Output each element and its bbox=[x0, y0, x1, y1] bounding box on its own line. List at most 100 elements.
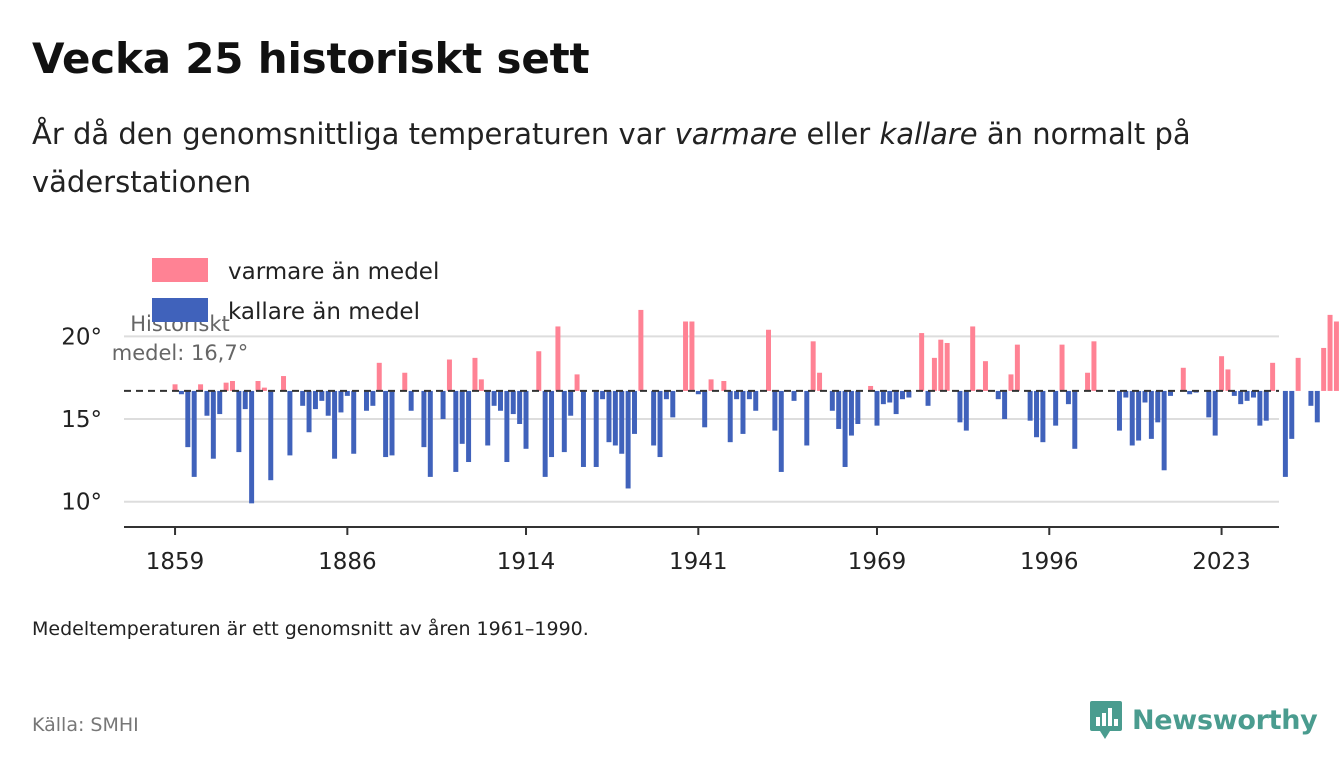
bar-1902 bbox=[446, 359, 452, 391]
bar-1968 bbox=[868, 385, 874, 391]
bar-1972 bbox=[893, 390, 899, 415]
bar-1948 bbox=[740, 390, 746, 434]
x-tick-label: 1914 bbox=[497, 549, 556, 575]
bar-1923 bbox=[580, 390, 586, 467]
bar-1986 bbox=[982, 361, 988, 391]
bar-1994 bbox=[1034, 390, 1040, 438]
y-tick-label: 20° bbox=[61, 324, 102, 350]
x-tick-label: 1886 bbox=[318, 549, 377, 575]
bar-1901 bbox=[440, 390, 446, 420]
bar-1953 bbox=[772, 390, 778, 431]
bar-1993 bbox=[1027, 390, 1033, 421]
bar-1880 bbox=[306, 390, 312, 433]
bar-2030 bbox=[1263, 390, 1269, 421]
bar-2014 bbox=[1161, 390, 1167, 471]
bar-2024 bbox=[1225, 369, 1231, 391]
bar-1942 bbox=[702, 390, 708, 428]
bar-1989 bbox=[1002, 390, 1008, 420]
bar-1873 bbox=[261, 387, 267, 391]
bar-1889 bbox=[363, 390, 369, 411]
bar-1959 bbox=[810, 341, 816, 391]
bar-1970 bbox=[880, 390, 886, 405]
x-tick-label: 1859 bbox=[146, 549, 205, 575]
subtitle-text-3: än normalt på väderstationen bbox=[32, 117, 1191, 199]
bar-2008 bbox=[1123, 390, 1129, 398]
bar-1905 bbox=[466, 390, 472, 463]
bar-1977 bbox=[925, 390, 931, 406]
y-tick-label: 15° bbox=[61, 407, 102, 433]
bar-1984 bbox=[970, 326, 976, 391]
bar-2018 bbox=[1187, 390, 1193, 395]
bar-2041 bbox=[1333, 321, 1339, 391]
bar-2011 bbox=[1142, 390, 1148, 403]
bar-1862 bbox=[191, 390, 197, 477]
bar-1939 bbox=[683, 321, 689, 391]
page-title: Vecka 25 historiskt sett bbox=[32, 34, 590, 83]
bar-1979 bbox=[938, 339, 944, 391]
bar-1920 bbox=[561, 390, 567, 453]
bar-1859 bbox=[172, 384, 178, 391]
footnote: Medeltemperaturen är ett genomsnitt av å… bbox=[32, 618, 589, 640]
bar-1916 bbox=[536, 351, 542, 391]
bar-1932 bbox=[638, 309, 644, 391]
bar-1886 bbox=[344, 390, 350, 396]
bar-1867 bbox=[223, 382, 229, 391]
bar-1995 bbox=[1040, 390, 1046, 443]
bar-1980 bbox=[944, 342, 950, 391]
bar-1997 bbox=[1053, 390, 1059, 426]
bar-1927 bbox=[606, 390, 612, 443]
bar-2033 bbox=[1282, 390, 1288, 477]
bar-1921 bbox=[568, 390, 574, 416]
legend-cold-label: kallare än medel bbox=[228, 299, 420, 325]
bar-2025 bbox=[1231, 390, 1237, 396]
x-tick-label: 1969 bbox=[848, 549, 907, 575]
bar-1976 bbox=[919, 333, 925, 391]
newsworthy-brand-name: Newsworthy bbox=[1132, 704, 1318, 736]
bar-1962 bbox=[829, 390, 835, 411]
bar-1930 bbox=[625, 390, 631, 489]
bar-2038 bbox=[1314, 390, 1320, 423]
bar-2023 bbox=[1219, 356, 1225, 391]
bar-2039 bbox=[1321, 347, 1327, 391]
bar-2003 bbox=[1091, 341, 1097, 391]
bar-1887 bbox=[351, 390, 357, 454]
bar-1893 bbox=[389, 390, 395, 456]
bar-1925 bbox=[593, 390, 599, 467]
bar-2040 bbox=[1327, 314, 1333, 391]
y-tick-label: 10° bbox=[61, 490, 102, 516]
bar-2028 bbox=[1250, 390, 1256, 398]
source-credit: Källa: SMHI bbox=[32, 714, 139, 736]
bar-1966 bbox=[855, 390, 861, 424]
bar-1926 bbox=[600, 390, 606, 400]
bar-2007 bbox=[1116, 390, 1122, 431]
bar-1874 bbox=[268, 390, 274, 481]
bar-1869 bbox=[236, 390, 242, 453]
bar-1865 bbox=[210, 390, 216, 459]
newsworthy-logo-icon bbox=[1090, 701, 1122, 739]
x-tick-label: 2023 bbox=[1192, 549, 1251, 575]
bar-1870 bbox=[242, 390, 248, 410]
bar-2002 bbox=[1085, 372, 1091, 391]
bar-1917 bbox=[542, 390, 548, 477]
bar-1890 bbox=[370, 390, 376, 406]
bar-1946 bbox=[727, 390, 733, 443]
bar-1958 bbox=[804, 390, 810, 446]
bar-2027 bbox=[1244, 390, 1250, 401]
y-axis-labels: 10° 15° 20° bbox=[61, 324, 102, 515]
bar-1949 bbox=[746, 390, 752, 400]
bar-1969 bbox=[874, 390, 880, 426]
bar-1929 bbox=[619, 390, 625, 454]
bar-1892 bbox=[383, 390, 389, 458]
bar-1866 bbox=[217, 390, 223, 415]
legend: varmare än medel kallare än medel bbox=[152, 258, 439, 325]
bar-1973 bbox=[900, 390, 905, 400]
bar-2022 bbox=[1212, 390, 1218, 436]
bar-1908 bbox=[485, 390, 491, 446]
bar-1941 bbox=[695, 390, 701, 395]
bar-1872 bbox=[255, 381, 261, 391]
bar-1903 bbox=[453, 390, 459, 472]
subtitle-text-2: eller bbox=[797, 117, 880, 151]
bar-1937 bbox=[670, 390, 676, 418]
bar-1906 bbox=[472, 357, 478, 391]
